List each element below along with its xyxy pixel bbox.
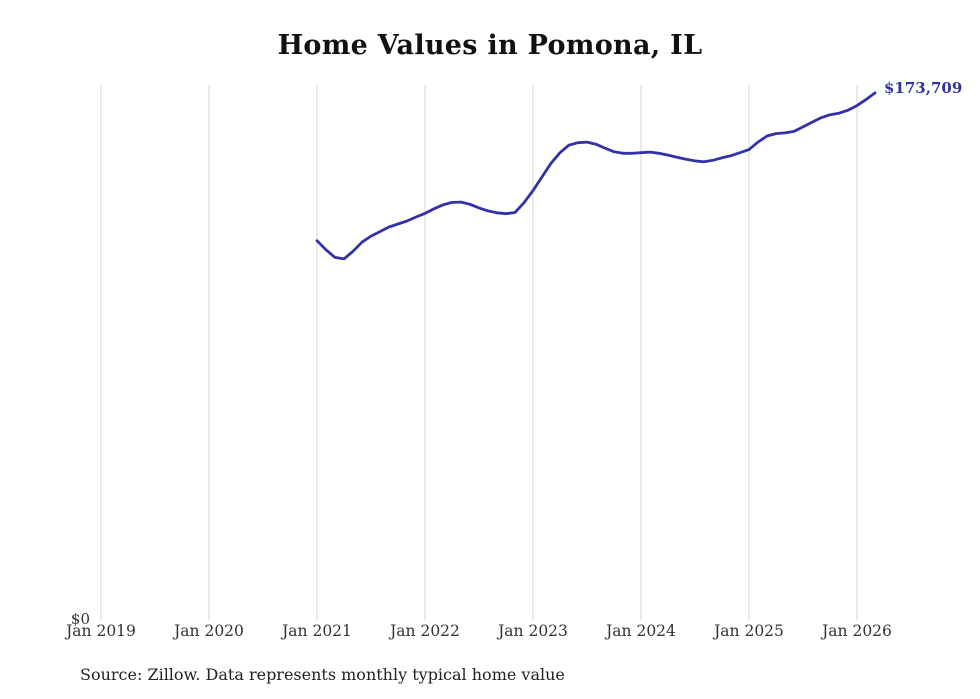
y-axis-zero-label: $0	[70, 610, 90, 628]
x-tick-jan-2025: Jan 2025	[714, 622, 784, 640]
x-tick-jan-2019: Jan 2019	[66, 622, 136, 640]
source-note: Source: Zillow. Data represents monthly …	[80, 665, 565, 684]
x-tick-jan-2026: Jan 2026	[822, 622, 892, 640]
latest-value-label: $173,709	[884, 78, 963, 97]
x-tick-jan-2020: Jan 2020	[174, 622, 244, 640]
chart-title: Home Values in Pomona, IL	[277, 30, 703, 61]
x-tick-jan-2021: Jan 2021	[282, 622, 352, 640]
x-tick-jan-2022: Jan 2022	[390, 622, 460, 640]
home-value-line-series	[315, 91, 877, 261]
x-tick-jan-2024: Jan 2024	[606, 622, 676, 640]
x-tick-jan-2023: Jan 2023	[498, 622, 568, 640]
